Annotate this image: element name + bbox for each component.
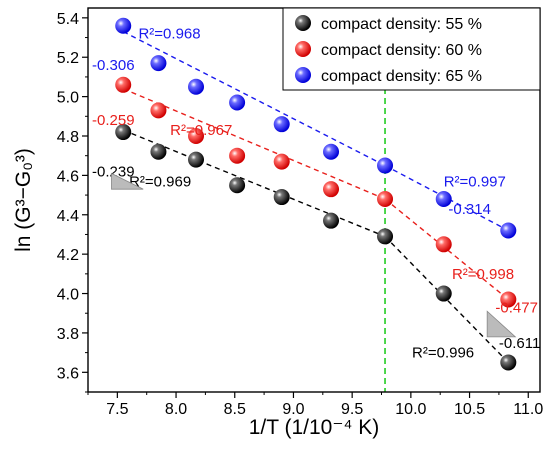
slope-label: -0.239 xyxy=(92,163,135,180)
y-tick-label: 4.8 xyxy=(57,129,79,146)
data-point xyxy=(435,285,452,302)
data-point xyxy=(188,78,205,95)
data-point xyxy=(323,143,340,160)
data-point xyxy=(229,177,246,194)
legend-marker xyxy=(295,15,311,31)
data-point xyxy=(115,124,132,141)
x-tick-label: 8.5 xyxy=(224,401,246,418)
y-tick-label: 5.4 xyxy=(57,11,79,28)
y-tick-label: 4.6 xyxy=(57,168,79,185)
x-tick-label: 10.0 xyxy=(395,401,426,418)
slope-triangle-icon xyxy=(486,310,517,338)
data-point xyxy=(377,157,394,174)
fit-line-1-0 xyxy=(122,88,386,200)
data-point xyxy=(500,354,517,371)
data-point xyxy=(273,153,290,170)
y-axis-label: ln (G³−G₀³) xyxy=(12,148,35,252)
y-tick-label: 5.0 xyxy=(57,90,79,107)
data-point xyxy=(229,147,246,164)
data-point xyxy=(273,116,290,133)
x-tick-label: 10.5 xyxy=(454,401,485,418)
slope-label: -0.306 xyxy=(92,57,135,74)
legend-marker xyxy=(295,41,311,57)
data-point xyxy=(115,76,132,93)
y-tick-label: 3.6 xyxy=(57,365,79,382)
legend-label: compact density: 65 % xyxy=(321,68,482,85)
slope-label: -0.259 xyxy=(92,112,135,129)
slope-label: -0.314 xyxy=(448,201,491,218)
y-tick-label: 4.0 xyxy=(57,287,79,304)
y-tick-label: 3.8 xyxy=(57,326,79,343)
data-point xyxy=(150,55,167,72)
x-axis-label: 1/T (1/10⁻⁴ K) xyxy=(249,416,380,439)
legend-box xyxy=(282,7,541,91)
fit-line-2-0 xyxy=(122,31,386,167)
data-point xyxy=(435,236,452,253)
data-point xyxy=(500,291,517,308)
slope-label: -0.611 xyxy=(499,335,540,352)
r-squared-label: R²=0.968 xyxy=(138,26,200,43)
data-point xyxy=(323,181,340,198)
data-point xyxy=(377,191,394,208)
x-tick-label: 9.5 xyxy=(341,401,363,418)
data-point xyxy=(150,102,167,119)
x-tick-label: 9.0 xyxy=(282,401,304,418)
r-squared-label: R²=0.967 xyxy=(170,122,232,139)
data-point xyxy=(323,212,340,229)
legend-marker xyxy=(295,67,311,83)
x-tick-label: 8.0 xyxy=(165,401,187,418)
data-point xyxy=(500,222,517,239)
fit-line-0-1 xyxy=(384,235,509,363)
y-tick-label: 4.4 xyxy=(57,208,79,225)
data-point xyxy=(115,17,132,34)
slope-label: -0.477 xyxy=(495,299,538,316)
data-point xyxy=(377,228,394,245)
fit-line-0-0 xyxy=(122,129,386,238)
data-point xyxy=(229,94,246,111)
data-point xyxy=(188,128,205,144)
r-squared-label: R²=0.969 xyxy=(129,173,191,190)
y-tick-label: 4.2 xyxy=(57,247,79,264)
data-point xyxy=(435,191,452,208)
legend-label: compact density: 60 % xyxy=(321,42,482,59)
data-point xyxy=(150,143,167,160)
r-squared-label: R²=0.997 xyxy=(444,173,506,190)
y-tick-label: 5.2 xyxy=(57,50,79,67)
r-squared-label: R²=0.996 xyxy=(412,345,474,362)
slope-triangle-icon xyxy=(111,172,144,190)
x-tick-label: 11.0 xyxy=(513,401,543,418)
x-tick-label: 7.5 xyxy=(106,401,128,418)
legend-label: compact density: 55 % xyxy=(321,16,482,33)
data-point xyxy=(188,151,205,168)
data-point xyxy=(273,189,290,206)
r-squared-label: R²=0.998 xyxy=(452,266,514,283)
